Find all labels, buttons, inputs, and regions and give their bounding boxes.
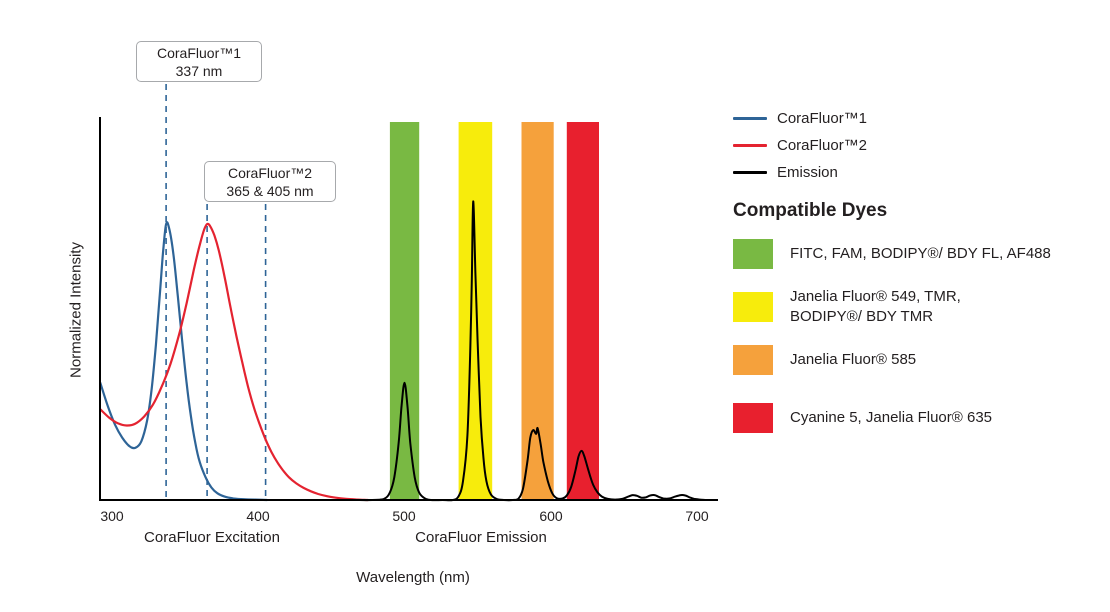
corafluor1-line-swatch [733,117,767,120]
callout-corafluor1-title: CoraFluor™1 [156,44,242,61]
emission-curve [99,200,707,502]
callout-corafluor2: CoraFluor™2 365 & 405 nm [204,161,336,202]
orange-filter-band [521,122,554,500]
excitation-region-label: CoraFluor Excitation [144,529,280,546]
legend-label: CoraFluor™2 [777,137,868,154]
spectra-plot [99,84,718,502]
legend-item-emission: Emission [733,159,1103,186]
legend-label: Emission [777,164,838,181]
dye-item-yellow: Janelia Fluor® 549, TMR, BODIPY®/ BDY TM… [733,287,1103,327]
compatible-dyes-heading: Compatible Dyes [733,200,888,221]
callout-corafluor2-title: CoraFluor™2 [227,164,313,181]
legend: CoraFluor™1 CoraFluor™2 Emission Compati… [733,105,1103,433]
y-axis-label: Normalized Intensity [67,242,85,378]
corafluor2-line-swatch [733,144,767,147]
yellow-dye-swatch [733,292,773,322]
dye-label: Janelia Fluor® 585 [790,351,917,368]
corafluor2-excitation-curve [99,222,369,502]
dye-item-green: FITC, FAM, BODIPY®/ BDY FL, AF488 [733,239,1103,269]
corafluor1-excitation-curve [99,221,269,502]
dye-item-orange: Janelia Fluor® 585 [733,345,1103,375]
axes [99,117,718,501]
x-tick-label: 400 [246,508,270,524]
dye-label: Cyanine 5, Janelia Fluor® 635 [790,409,993,426]
red-dye-swatch [733,403,773,433]
legend-item-corafluor2: CoraFluor™2 [733,132,1103,159]
emission-region-label: CoraFluor Emission [415,529,547,546]
callout-corafluor2-value: 365 & 405 nm [226,182,314,199]
red-filter-band [566,122,599,500]
orange-dye-swatch [733,345,773,375]
emission-line-swatch [733,171,767,174]
callout-corafluor1-value: 337 nm [175,62,223,79]
dye-item-red: Cyanine 5, Janelia Fluor® 635 [733,403,1103,433]
x-tick-label: 500 [392,508,416,524]
legend-label: CoraFluor™1 [777,110,868,127]
dye-label: Janelia Fluor® 549, TMR, BODIPY®/ BDY TM… [790,288,961,325]
callout-corafluor1: CoraFluor™1 337 nm [136,41,262,82]
green-dye-swatch [733,239,773,269]
yellow-filter-band [458,122,493,500]
green-filter-band [389,122,420,500]
dye-label: FITC, FAM, BODIPY®/ BDY FL, AF488 [790,245,1051,262]
x-tick-label: 600 [539,508,563,524]
legend-item-corafluor1: CoraFluor™1 [733,105,1103,132]
x-tick-label: 700 [685,508,709,524]
x-tick-label: 300 [100,508,124,524]
x-axis-label: Wavelength (nm) [356,569,470,586]
